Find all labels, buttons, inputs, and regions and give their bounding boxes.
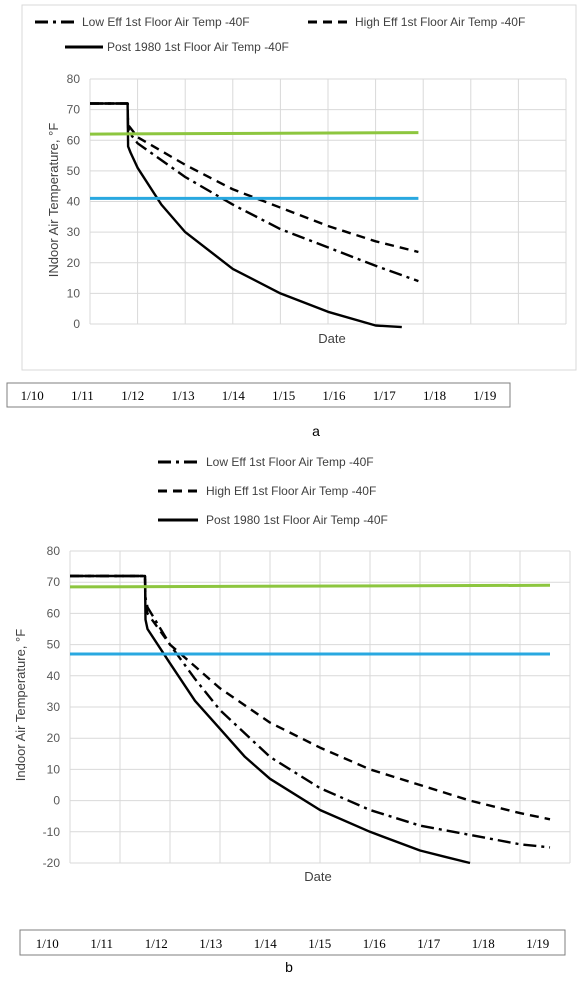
chart-a-frame [21,4,577,371]
series-line-2 [70,574,551,821]
panel-label-a: a [312,423,320,439]
date-label: 1/19 [473,388,496,403]
legend-a-label-low-eff: Low Eff 1st Floor Air Temp -40F [82,15,250,29]
y-tick-label: 40 [47,669,61,683]
y-tick-label: 50 [47,638,61,652]
date-label: 1/13 [171,388,194,403]
legend-b-label-high-eff: High Eff 1st Floor Air Temp -40F [206,484,376,498]
chart-b-x-axis-title: Date [304,869,331,884]
y-tick-label: 0 [53,794,60,808]
series-line-1 [70,574,551,849]
y-tick-label: 60 [47,606,61,620]
date-label: 1/16 [322,388,346,403]
series-line-4 [89,131,419,136]
y-tick-label: 20 [47,731,61,745]
y-tick-label: 40 [67,195,81,209]
y-tick-label: 20 [67,256,81,270]
y-tick-label: 10 [47,762,61,776]
date-label: 1/14 [254,936,278,951]
date-label: 1/11 [90,936,113,951]
chart-b-series [69,574,551,865]
date-box-a: 1/10 1/11 1/12 1/13 1/14 1/15 1/16 1/17 1/18 1/19 [6,382,511,408]
date-label: 1/12 [121,388,144,403]
legend-b-label-post-1980: Post 1980 1st Floor Air Temp -40F [206,513,388,527]
date-label: 1/13 [199,936,222,951]
y-tick-label: -20 [43,856,61,870]
chart-a-x-axis-title: Date [318,331,345,346]
legend-a-label-high-eff: High Eff 1st Floor Air Temp -40F [355,15,525,29]
date-label: 1/15 [272,388,295,403]
date-label: 1/10 [36,936,59,951]
date-label: 1/19 [526,936,549,951]
date-label: 1/18 [472,936,495,951]
date-label: 1/14 [222,388,246,403]
chart-b-gridlines [69,550,571,864]
legend-a-label-post-1980: Post 1980 1st Floor Air Temp -40F [107,40,289,54]
chart-b: -20 -10 0 10 20 30 40 50 60 70 80 Date Indoor Air … [13,455,571,884]
y-tick-label: 70 [67,103,81,117]
series-line-4 [69,583,551,589]
date-label: 1/15 [308,936,331,951]
chart-a: 0 10 20 30 40 50 60 70 80 Date INdoor Air Temper… [21,4,577,371]
y-tick-label: 50 [67,164,81,178]
y-tick-label: 10 [67,286,81,300]
chart-a-y-ticks: 0 10 20 30 40 50 60 70 80 [67,72,81,331]
chart-b-y-ticks: -20 -10 0 10 20 30 40 50 60 70 80 [43,544,61,870]
date-label: 1/17 [417,936,441,951]
legend-b-label-low-eff: Low Eff 1st Floor Air Temp -40F [206,455,374,469]
y-tick-label: 30 [47,700,61,714]
date-label: 1/12 [145,936,168,951]
chart-a-gridlines [89,78,567,325]
chart-a-legend: Low Eff 1st Floor Air Temp -40F High Eff… [35,15,525,54]
chart-a-series [89,102,419,329]
date-label: 1/17 [373,388,397,403]
y-tick-label: 80 [67,72,81,86]
y-tick-label: -10 [43,825,61,839]
chart-b-legend: Low Eff 1st Floor Air Temp -40F High Eff… [158,455,388,527]
series-line-3 [70,574,471,865]
y-tick-label: 60 [67,133,81,147]
y-tick-label: 80 [47,544,61,558]
y-tick-label: 30 [67,225,81,239]
y-tick-label: 0 [73,317,80,331]
y-tick-label: 70 [47,575,61,589]
date-label: 1/16 [363,936,387,951]
series-line-3 [90,102,402,329]
date-label: 1/11 [71,388,94,403]
date-box-b: 1/10 1/11 1/12 1/13 1/14 1/15 1/16 1/17 1/18 1/19 [19,929,566,956]
chart-a-y-axis-title: INdoor Air Temperature, °F [46,123,61,278]
date-label: 1/18 [423,388,446,403]
panel-label-b: b [285,959,293,975]
chart-b-y-axis-title: Indoor Air Temperature, °F [13,629,28,781]
date-label: 1/10 [21,388,44,403]
